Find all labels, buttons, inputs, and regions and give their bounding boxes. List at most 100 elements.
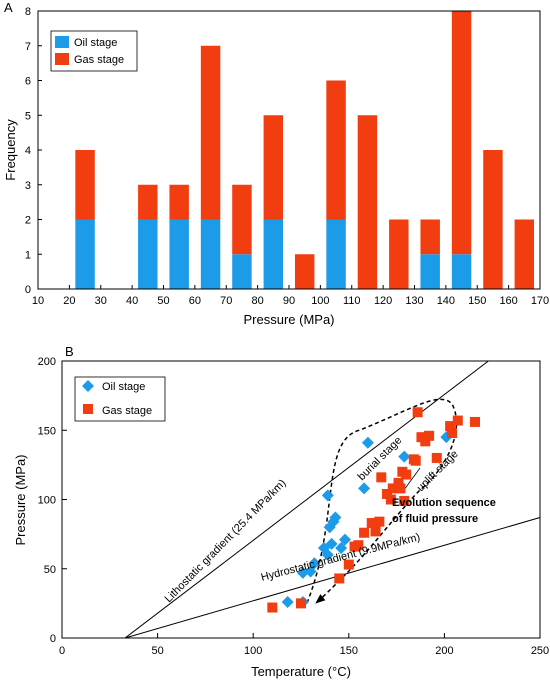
x-tick-label: 60 [189, 295, 201, 307]
x-tick-label: 140 [437, 295, 455, 307]
panel-a-x-axis: 10 20 30 40 50 60 70 80 90 100 110 120 130 140 150 160 1… [32, 285, 549, 307]
panel-b-legend: Oil stage Gas stage [74, 376, 166, 422]
gas-stage-point [469, 416, 480, 427]
x-tick-label: 150 [340, 645, 358, 657]
y-tick-label: 0 [50, 633, 56, 645]
gas-bar-105 [326, 80, 346, 220]
x-tick-label: 160 [499, 295, 517, 307]
panel-a: A 10 20 30 40 50 60 70 80 90 100 110 120 130 140 150 16… [3, 0, 549, 327]
gas-stage-point [387, 483, 398, 494]
oil-bar-45 [138, 219, 158, 289]
panel-a-legend: Oil stage Gas stage [50, 30, 138, 72]
evolution-sequence-label-line1: Evolution sequence [392, 497, 496, 509]
gas-bar-65 [200, 45, 221, 220]
gas-bar-125 [389, 219, 409, 289]
lithostatic-gradient-label: Lithostatic gradient (25.4 MPa/km) [163, 477, 289, 605]
oil-stage-point [308, 557, 321, 570]
panel-b-y-axis: 0 50 100 150 200 [38, 356, 67, 645]
panel-a-bars [75, 11, 535, 289]
oil-bar-65 [200, 219, 221, 289]
x-tick-label: 10 [32, 295, 44, 307]
panel-b: B 0 50 100 150 200 250 0 50 100 150 200 Lithostat… [13, 344, 549, 679]
oil-bar-135 [420, 254, 440, 289]
panel-a-legend-gas-label: Gas stage [74, 54, 124, 66]
x-tick-label: 200 [435, 645, 453, 657]
gas-bar-45 [138, 184, 158, 220]
x-tick-label: 100 [311, 295, 329, 307]
gas-bar-165 [514, 219, 535, 289]
x-tick-label: 70 [220, 295, 232, 307]
y-tick-label: 4 [25, 145, 31, 157]
gas-stage-point [353, 540, 364, 551]
gas-stage-point [385, 494, 396, 505]
gas-stage-point [445, 421, 456, 432]
panel-b-x-axis-label: Temperature (°C) [251, 664, 351, 679]
gas-stage-point [267, 602, 278, 613]
lithostatic-gradient-line [124, 360, 489, 639]
oil-stage-point [281, 595, 294, 608]
gas-bar-75 [232, 184, 252, 255]
y-tick-label: 50 [44, 564, 56, 576]
oil-stage-point [304, 565, 317, 578]
x-tick-label: 50 [157, 295, 169, 307]
oil-stage-point [398, 450, 411, 463]
panel-b-legend-gas-label: Gas stage [102, 405, 152, 417]
gas-bar-85 [263, 115, 284, 220]
gas-bar-95 [294, 254, 315, 289]
y-tick-label: 2 [25, 215, 31, 227]
x-tick-label: 50 [151, 645, 163, 657]
panel-a-legend-gas-swatch [55, 53, 69, 65]
gas-stage-point [447, 428, 458, 439]
panel-a-legend-oil-label: Oil stage [74, 37, 117, 49]
x-tick-label: 0 [59, 645, 65, 657]
oil-stage-point [361, 436, 374, 449]
y-tick-label: 7 [25, 41, 31, 53]
gas-stage-point [376, 472, 387, 483]
oil-stage-point [329, 511, 342, 524]
x-tick-label: 100 [244, 645, 262, 657]
gas-stage-point [359, 527, 370, 538]
panel-b-points [267, 407, 480, 613]
gas-bar-145 [451, 11, 472, 255]
x-tick-label: 40 [126, 295, 138, 307]
panel-a-y-axis-label: Frequency [3, 119, 18, 181]
gas-bar-25 [75, 150, 95, 220]
panel-b-legend-oil-label: Oil stage [102, 381, 145, 393]
gas-stage-point [370, 526, 381, 537]
gas-bar-155 [483, 150, 503, 289]
oil-bar-105 [326, 219, 346, 289]
oil-stage-point [335, 541, 348, 554]
oil-bar-25 [75, 219, 95, 289]
panel-a-legend-oil-swatch [55, 36, 69, 48]
oil-bar-75 [232, 254, 252, 289]
gas-stage-point [296, 598, 306, 609]
gas-stage-point [334, 573, 345, 584]
panel-b-legend-oil-marker [82, 380, 94, 392]
x-tick-label: 90 [283, 295, 295, 307]
x-tick-label: 20 [63, 295, 75, 307]
oil-stage-point [321, 548, 334, 561]
y-tick-label: 1 [25, 249, 31, 261]
oil-bar-85 [263, 219, 284, 289]
y-tick-label: 200 [38, 356, 56, 368]
gas-stage-point [399, 495, 410, 506]
oil-bar-55 [169, 219, 189, 289]
x-tick-label: 120 [374, 295, 392, 307]
gas-stage-point [374, 516, 385, 527]
gas-stage-point [431, 452, 442, 463]
gas-stage-point [410, 455, 421, 466]
x-tick-label: 80 [252, 295, 264, 307]
panel-b-label: B [65, 344, 74, 359]
gas-stage-point [420, 436, 431, 447]
x-tick-label: 30 [95, 295, 107, 307]
gas-stage-point [412, 407, 423, 418]
x-tick-label: 250 [531, 645, 549, 657]
gas-stage-point [343, 559, 354, 570]
gas-bar-135 [420, 219, 440, 255]
gas-bar-115 [357, 115, 378, 289]
x-tick-label: 110 [343, 295, 361, 307]
y-tick-label: 3 [25, 180, 31, 192]
x-tick-label: 170 [531, 295, 549, 307]
oil-bar-145 [451, 254, 472, 289]
